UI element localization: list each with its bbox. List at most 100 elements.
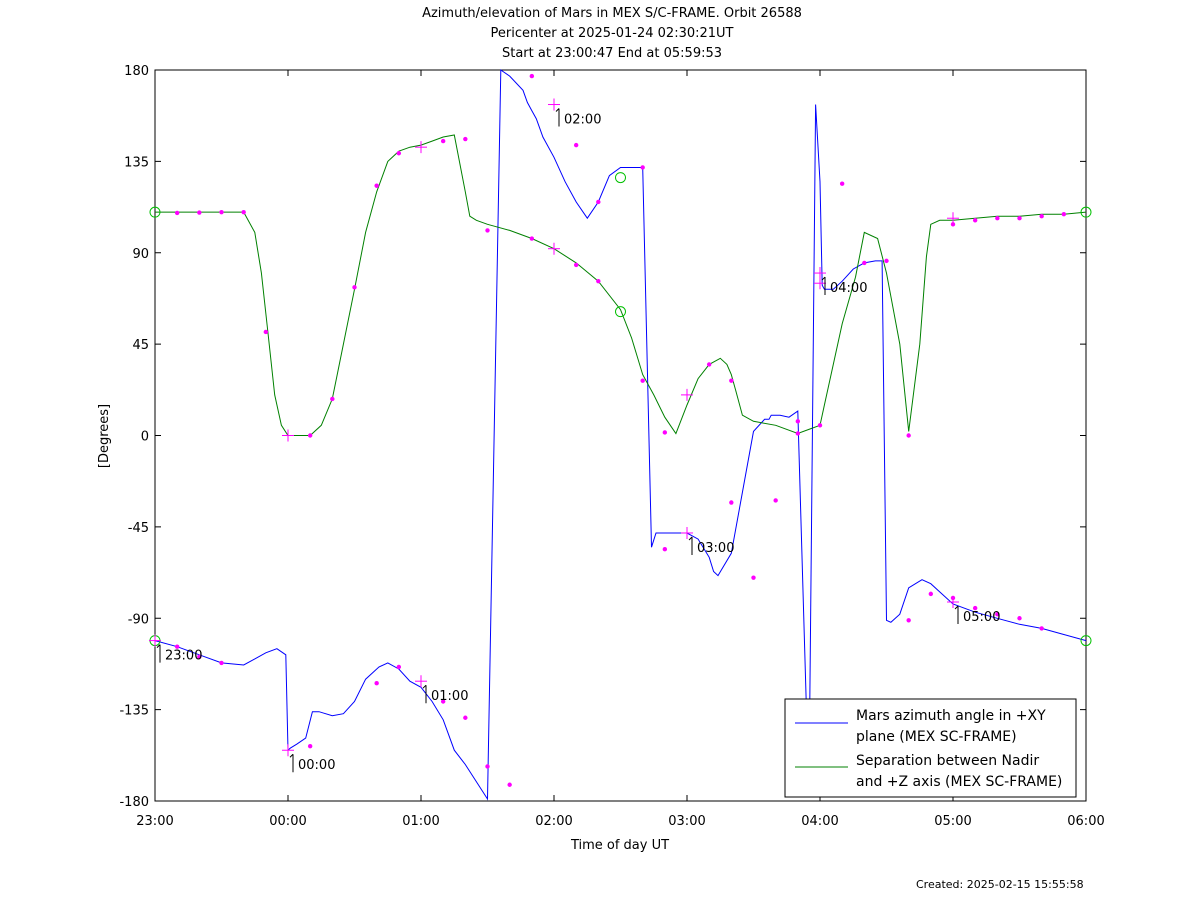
y-tick-label: -45 — [128, 521, 149, 536]
y-tick-label: -135 — [119, 704, 149, 719]
event-circle-marker — [615, 172, 626, 184]
data-marker-dot — [197, 210, 202, 215]
data-marker-dot — [662, 547, 668, 552]
data-marker-dot — [440, 138, 446, 144]
data-marker-dot — [640, 378, 645, 383]
y-tick-label: 180 — [124, 64, 149, 79]
data-marker-dot — [1061, 211, 1067, 217]
hour-annotation-label: 04:00 — [830, 281, 867, 296]
data-marker-dot — [950, 222, 956, 227]
data-marker-dot — [263, 329, 269, 335]
event-circle-marker — [1080, 206, 1092, 218]
data-marker-dot — [640, 165, 645, 170]
data-marker-dot — [972, 218, 978, 223]
data-marker-dot — [374, 183, 379, 188]
legend-box — [784, 698, 1077, 798]
chart-title-line-2: Pericenter at 2025-01-24 02:30:21UT — [490, 26, 733, 41]
data-marker-dot — [374, 681, 379, 686]
data-marker-dot — [729, 500, 734, 505]
x-tick-label: 00:00 — [269, 814, 306, 829]
x-tick-label: 02:00 — [535, 814, 572, 829]
separation-series-line — [155, 134, 1087, 436]
data-marker-dot — [307, 433, 313, 438]
marker-layer — [149, 73, 1092, 787]
x-tick-label: 05:00 — [934, 814, 971, 829]
legend-label-separation-line-1: Separation between Nadir — [856, 753, 1039, 769]
data-marker-dot — [396, 151, 402, 156]
x-axis-ticks: 23:00 00:00 01:00 02:00 03:00 04:00 05:00 06:00 — [136, 70, 1105, 829]
y-tick-label: 135 — [124, 155, 149, 170]
hour-annotation-label: 03:00 — [697, 541, 734, 556]
data-marker-dot — [330, 396, 335, 402]
legend: Mars azimuth angle in +XY plane (MEX SC-… — [784, 698, 1077, 798]
hour-annotation-label: 23:00 — [165, 649, 202, 664]
data-marker-dot — [219, 209, 224, 215]
data-marker-dot — [485, 764, 490, 769]
azimuth-series-line — [154, 69, 1087, 801]
data-marker-dot — [1039, 214, 1044, 219]
data-marker-dot — [928, 591, 934, 597]
legend-label-separation-line-2: and +Z axis (MEX SC-FRAME) — [856, 774, 1062, 790]
data-marker-dot — [440, 699, 446, 704]
data-marker-dot — [463, 136, 468, 142]
data-marker-dot — [1017, 616, 1022, 621]
legend-label-azimuth-line-1: Mars azimuth angle in +XY — [856, 708, 1046, 724]
x-tick-label: 06:00 — [1067, 814, 1104, 829]
data-marker-dot — [573, 142, 579, 148]
data-marker-dot — [507, 782, 512, 787]
hour-annotation-arrowhead — [422, 684, 427, 689]
data-marker-dot — [529, 73, 535, 79]
data-marker-dot — [197, 654, 202, 660]
series-layer — [154, 69, 1087, 801]
y-tick-label: 0 — [141, 430, 149, 445]
y-tick-label: -90 — [128, 612, 149, 627]
chart-title-line-3: Start at 23:00:47 End at 05:59:53 — [502, 46, 722, 61]
x-tick-label: 01:00 — [402, 814, 439, 829]
y-axis-label: [Degrees] — [97, 404, 112, 468]
data-marker-dot — [352, 285, 357, 290]
data-marker-dot — [1017, 216, 1022, 221]
data-marker-dot — [1039, 626, 1044, 631]
data-marker-dot — [529, 236, 535, 241]
data-marker-dot — [862, 260, 867, 266]
data-marker-dot — [995, 216, 1000, 221]
x-tick-label: 03:00 — [668, 814, 705, 829]
data-marker-dot — [662, 430, 668, 435]
data-marker-dot — [241, 209, 246, 215]
hour-annotation-arrowhead — [289, 753, 294, 758]
data-marker-dot — [906, 618, 911, 623]
data-marker-dot — [995, 611, 1000, 617]
data-marker-dot — [596, 199, 601, 205]
y-tick-label: -180 — [119, 795, 149, 810]
y-tick-label: 45 — [132, 338, 149, 353]
created-timestamp: Created: 2025-02-15 15:55:58 — [916, 878, 1084, 891]
data-marker-dot — [839, 181, 845, 186]
hour-annotation-label: 02:00 — [564, 113, 601, 128]
data-marker-dot — [485, 228, 490, 233]
hour-annotation-arrowhead — [555, 108, 560, 112]
data-marker-dot — [307, 743, 313, 749]
data-marker-dot — [396, 664, 402, 670]
x-tick-label: 23:00 — [136, 814, 173, 829]
data-marker-dot — [817, 423, 823, 428]
hour-annotation-label: 00:00 — [298, 758, 335, 773]
hour-annotation-arrowhead — [156, 644, 161, 648]
data-marker-dot — [596, 278, 601, 284]
y-axis-ticks: 180 135 90 45 0 -45 -90 -135 -180 — [119, 64, 1086, 810]
legend-label-azimuth-line-2: plane (MEX SC-FRAME) — [856, 729, 1017, 745]
event-circle-marker — [149, 206, 161, 218]
data-marker-dot — [706, 362, 712, 367]
data-marker-dot — [573, 262, 579, 268]
hour-annotation-arrowhead — [821, 276, 826, 281]
hour-annotation-label: 01:00 — [431, 689, 468, 704]
data-marker-dot — [219, 660, 224, 666]
data-marker-dot — [174, 210, 180, 216]
chart-title-line-1: Azimuth/elevation of Mars in MEX S/C-FRA… — [422, 6, 802, 21]
hour-annotation-arrowhead — [954, 605, 959, 610]
data-marker-dot — [751, 575, 756, 580]
event-circle-marker — [1080, 635, 1092, 647]
hour-annotation-arrowhead — [688, 536, 693, 541]
event-circle-marker — [615, 306, 626, 318]
data-marker-dot — [463, 715, 468, 720]
